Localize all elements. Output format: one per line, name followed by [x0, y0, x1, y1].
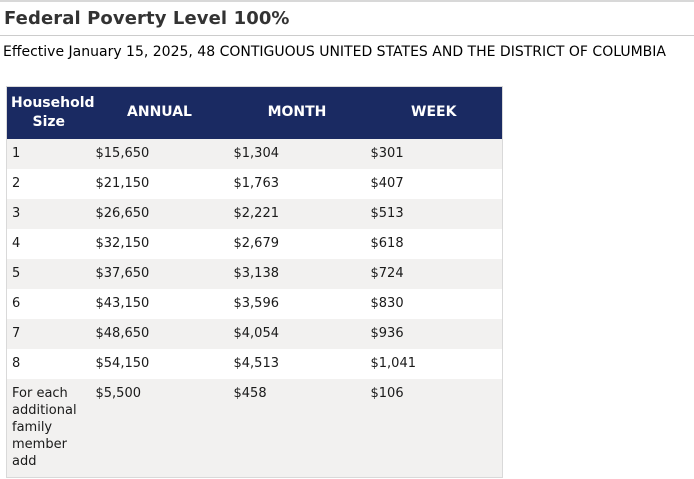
month-cell: $1,763 [233, 175, 280, 191]
week-cell: $407 [370, 175, 404, 191]
column-header-household-size: Household Size [6, 86, 95, 139]
table-row: 6 $43,150 $3,596 $830 [6, 288, 503, 319]
household-size-cell: 6 [12, 295, 21, 311]
month-cell: $4,513 [233, 355, 280, 371]
week-cell: $618 [370, 235, 404, 251]
table-row: 2 $21,150 $1,763 $407 [6, 168, 503, 199]
annual-cell: $37,650 [95, 265, 150, 281]
week-cell: $830 [370, 295, 404, 311]
table-row: 5 $37,650 $3,138 $724 [6, 258, 503, 289]
column-header-annual: ANNUAL [90, 86, 229, 139]
week-cell: $724 [370, 265, 404, 281]
week-cell: $513 [370, 205, 404, 221]
annual-cell: $15,650 [95, 145, 150, 161]
column-header-month: MONTH [228, 86, 366, 139]
month-cell: $2,221 [233, 205, 280, 221]
annual-cell: $43,150 [95, 295, 150, 311]
household-size-cell: 5 [12, 265, 21, 281]
household-size-cell: 8 [12, 355, 21, 371]
table-row: 8 $54,150 $4,513 $1,041 [6, 348, 503, 379]
column-header-week: WEEK [365, 86, 503, 139]
annual-cell: $21,150 [95, 175, 150, 191]
household-size-cell: 7 [12, 325, 21, 341]
household-size-cell: 4 [12, 235, 21, 251]
week-cell: $936 [370, 325, 404, 341]
table-row: For each additional family member add $5,… [6, 378, 503, 477]
annual-cell: $54,150 [95, 355, 150, 371]
annual-cell: $5,500 [95, 385, 142, 401]
household-size-cell: For each additional family member add [12, 385, 77, 469]
week-cell: $1,041 [370, 355, 417, 371]
table-header-row: Household Size ANNUAL MONTH WEEK [6, 86, 503, 139]
month-cell: $2,679 [233, 235, 280, 251]
table-row: 3 $26,650 $2,221 $513 [6, 198, 503, 229]
month-cell: $1,304 [233, 145, 280, 161]
household-size-cell: 2 [12, 175, 21, 191]
table-row: 4 $32,150 $2,679 $618 [6, 228, 503, 259]
month-cell: $458 [233, 385, 267, 401]
table-body: 1 $15,650 $1,304 $301 2 $21,150 $1,763 $407 3 $26… [6, 138, 503, 477]
month-cell: $3,596 [233, 295, 280, 311]
annual-cell: $48,650 [95, 325, 150, 341]
household-size-cell: 1 [12, 145, 21, 161]
table-header: Household Size ANNUAL MONTH WEEK [6, 86, 503, 139]
week-cell: $301 [370, 145, 404, 161]
page-header: Federal Poverty Level 100% [0, 8, 694, 36]
fpl-table: Household Size ANNUAL MONTH WEEK 1 $15,65… [6, 86, 503, 478]
household-size-cell: 3 [12, 205, 21, 221]
week-cell: $106 [370, 385, 404, 401]
month-cell: $3,138 [233, 265, 280, 281]
table-row: 7 $48,650 $4,054 $936 [6, 318, 503, 349]
month-cell: $4,054 [233, 325, 280, 341]
annual-cell: $26,650 [95, 205, 150, 221]
table-row: 1 $15,650 $1,304 $301 [6, 138, 503, 169]
page-title: Federal Poverty Level 100% [4, 8, 290, 29]
annual-cell: $32,150 [95, 235, 150, 251]
effective-date-subtitle: Effective January 15, 2025, 48 CONTIGUOU… [3, 44, 666, 60]
